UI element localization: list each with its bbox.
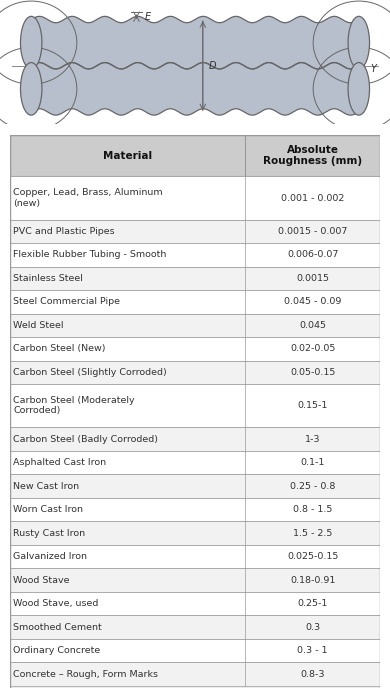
Text: D: D: [209, 61, 216, 70]
Ellipse shape: [21, 17, 42, 69]
Text: 0.25-1: 0.25-1: [298, 599, 328, 608]
Ellipse shape: [21, 63, 42, 115]
Text: 0.18-0.91: 0.18-0.91: [290, 576, 335, 585]
Bar: [10, 545, 380, 569]
Text: Asphalted Cast Iron: Asphalted Cast Iron: [13, 458, 106, 467]
Text: Copper, Lead, Brass, Aluminum
(new): Copper, Lead, Brass, Aluminum (new): [13, 189, 163, 208]
Text: Stainless Steel: Stainless Steel: [13, 274, 83, 283]
Bar: [10, 243, 380, 267]
Bar: [10, 384, 380, 428]
Bar: [10, 314, 380, 337]
Text: 0.05-0.15: 0.05-0.15: [290, 368, 335, 377]
Text: 1-3: 1-3: [305, 435, 320, 444]
Bar: [10, 638, 380, 662]
Text: Wood Stave, used: Wood Stave, used: [13, 599, 99, 608]
Text: Concrete – Rough, Form Marks: Concrete – Rough, Form Marks: [13, 670, 158, 679]
Text: New Cast Iron: New Cast Iron: [13, 482, 80, 491]
Text: 0.3 - 1: 0.3 - 1: [298, 646, 328, 655]
Text: Weld Steel: Weld Steel: [13, 321, 64, 330]
Bar: [10, 290, 380, 314]
Text: 0.25 - 0.8: 0.25 - 0.8: [290, 482, 335, 491]
Text: Carbon Steel (Badly Corroded): Carbon Steel (Badly Corroded): [13, 435, 158, 444]
Text: Absolute
Roughness (mm): Absolute Roughness (mm): [263, 144, 362, 167]
Text: Smoothed Cement: Smoothed Cement: [13, 623, 102, 632]
Bar: [10, 135, 380, 176]
Text: 0.3: 0.3: [305, 623, 320, 632]
Text: Rusty Cast Iron: Rusty Cast Iron: [13, 529, 85, 538]
Text: 0.045 - 0.09: 0.045 - 0.09: [284, 297, 341, 306]
Text: 0.006-0.07: 0.006-0.07: [287, 250, 338, 259]
Text: Flexible Rubber Tubing - Smooth: Flexible Rubber Tubing - Smooth: [13, 250, 167, 259]
Text: Carbon Steel (Moderately
Corroded): Carbon Steel (Moderately Corroded): [13, 396, 135, 415]
Text: 0.0015: 0.0015: [296, 274, 329, 283]
Text: 0.001 - 0.002: 0.001 - 0.002: [281, 193, 344, 202]
Bar: [10, 475, 380, 498]
Text: Worn Cast Iron: Worn Cast Iron: [13, 505, 83, 514]
Text: E: E: [144, 12, 151, 21]
Text: Ordinary Concrete: Ordinary Concrete: [13, 646, 101, 655]
Text: Carbon Steel (New): Carbon Steel (New): [13, 344, 106, 353]
Bar: [10, 498, 380, 522]
Bar: [10, 267, 380, 290]
Bar: [10, 662, 380, 685]
Bar: [10, 176, 380, 220]
Text: 0.15-1: 0.15-1: [298, 401, 328, 410]
Bar: [10, 451, 380, 475]
Text: 0.025-0.15: 0.025-0.15: [287, 552, 338, 561]
Ellipse shape: [348, 17, 369, 69]
Bar: [10, 220, 380, 243]
Bar: [10, 337, 380, 361]
Ellipse shape: [348, 63, 369, 115]
Bar: [10, 615, 380, 638]
Text: Y: Y: [370, 64, 376, 75]
Bar: [10, 522, 380, 545]
Text: 1.5 - 2.5: 1.5 - 2.5: [293, 529, 332, 538]
Bar: [10, 591, 380, 615]
Text: Wood Stave: Wood Stave: [13, 576, 70, 585]
Text: PVC and Plastic Pipes: PVC and Plastic Pipes: [13, 227, 115, 236]
Text: 0.1-1: 0.1-1: [300, 458, 325, 467]
Text: Material: Material: [103, 151, 152, 160]
Polygon shape: [31, 63, 359, 115]
Text: Steel Commercial Pipe: Steel Commercial Pipe: [13, 297, 121, 306]
Text: 0.045: 0.045: [299, 321, 326, 330]
Bar: [10, 361, 380, 384]
Bar: [10, 428, 380, 451]
Text: 0.8-3: 0.8-3: [300, 670, 325, 679]
Text: Carbon Steel (Slightly Corroded): Carbon Steel (Slightly Corroded): [13, 368, 167, 377]
Bar: [10, 569, 380, 591]
Text: 0.0015 - 0.007: 0.0015 - 0.007: [278, 227, 347, 236]
Text: 0.8 - 1.5: 0.8 - 1.5: [293, 505, 332, 514]
Polygon shape: [31, 17, 359, 69]
Text: 0.02-0.05: 0.02-0.05: [290, 344, 335, 353]
Text: Galvanized Iron: Galvanized Iron: [13, 552, 87, 561]
